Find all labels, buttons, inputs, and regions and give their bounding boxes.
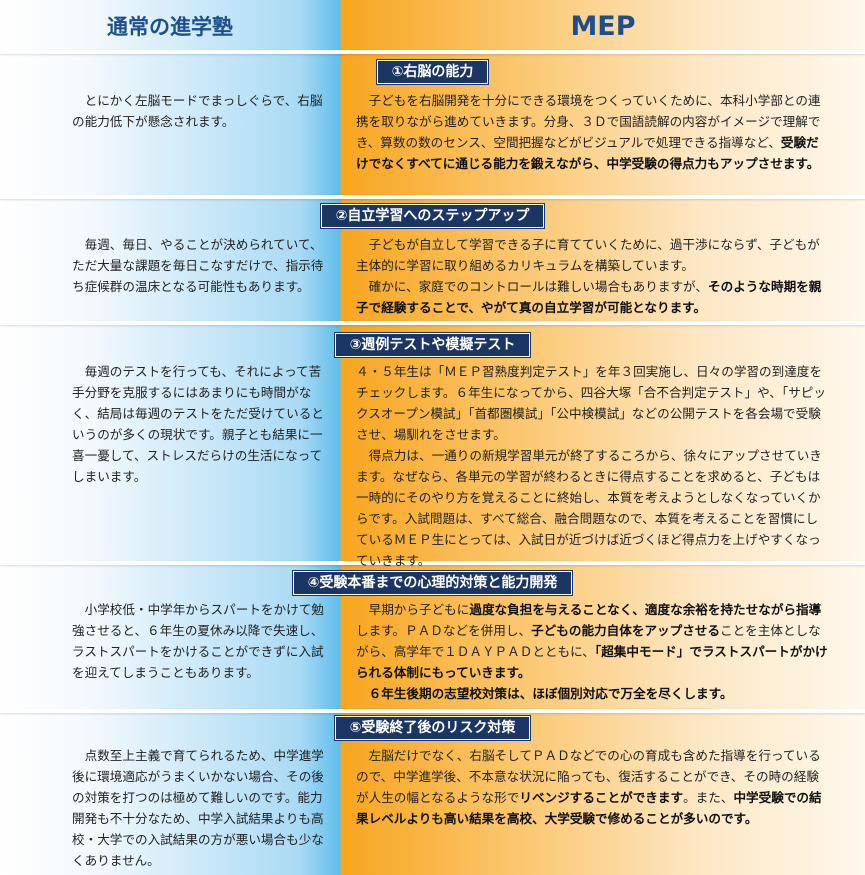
section-title: ⑤受験終了後のリスク対策 (333, 715, 532, 741)
paragraph: 点数至上主義で育てられるため、中学進学後に環境適応がうまくいかない場合、その後の… (72, 748, 324, 868)
paragraph: 子どもを右脳開発を十分にできる環境をつくっていくために、本科小学部との連携を取り… (356, 90, 828, 174)
paragraph: 得点力は、一通りの新規学習単元が終了するころから、徐々にアップさせていきます。な… (356, 445, 828, 571)
paragraph: 左脳だけでなく、右脳そしてＰＡＤなどでの心の育成も含めた指導を行っているので、中… (356, 745, 828, 829)
separator (0, 709, 865, 713)
section-title: ①右脳の能力 (375, 59, 490, 85)
bold-run: 受験だけでなくすべてに通じる能力を鍛えながら、中学受験の得点力もアップさせます。 (356, 135, 820, 171)
bold-run: ６年生後期の志望校対策は、ほぼ個別対応で万全を尽くします。 (368, 686, 733, 701)
text-run: 得点力は、一通りの新規学習単元が終了するころから、徐々にアップさせていきます。な… (356, 448, 822, 568)
mep-text: 左脳だけでなく、右脳そしてＰＡＤなどでの心の育成も含めた指導を行っているので、中… (356, 745, 828, 829)
text-run: 確かに、家庭でのコントロールは難しい場合もありますが、 (368, 279, 708, 294)
text-run: 子どもを右脳開発を十分にできる環境をつくっていくために、本科小学部との連携を取り… (356, 93, 821, 150)
section-banner: ②自立学習へのステップアップ (0, 203, 865, 229)
bold-run: 過度な負担を与えることなく、適度な余裕を持たせながら指導 (469, 602, 822, 617)
section-banner: ⑤受験終了後のリスク対策 (0, 715, 865, 741)
text-run: 早期から子どもに (368, 602, 470, 617)
header-right: MEP (570, 11, 636, 42)
separator (0, 561, 865, 565)
separator (0, 321, 865, 325)
mep-text: 子どもが自立して学習できる子に育てていくために、過干渉にならず、子どもが主体的に… (356, 234, 828, 318)
paragraph: 確かに、家庭でのコントロールは難しい場合もありますが、そのような時期を親子で経験… (356, 276, 828, 318)
paragraph: ４・５年生は「ＭＥＰ習熟度判定テスト」を年３回実施し、日々の学習の到達度をチェッ… (356, 361, 828, 445)
bold-run: そのような時期を親子で経験することで、やがて真の自立学習が可能となります。 (356, 279, 822, 315)
section-banner: ①右脳の能力 (0, 59, 865, 85)
section-title: ③週例テストや模擬テスト (333, 332, 532, 358)
mep-text: 子どもを右脳開発を十分にできる環境をつくっていくために、本科小学部との連携を取り… (356, 90, 828, 174)
mep-text: 早期から子どもに過度な負担を与えることなく、適度な余裕を持たせながら指導します。… (356, 599, 828, 704)
paragraph: とにかく左脳モードでまっしぐらで、右脳の能力低下が懸念されます。 (72, 93, 323, 129)
paragraph: 子どもが自立して学習できる子に育てていくために、過干渉にならず、子どもが主体的に… (356, 234, 828, 276)
normal-text: 点数至上主義で育てられるため、中学進学後に環境適応がうまくいかない場合、その後の… (72, 745, 330, 871)
text-run: 左脳だけでなく、右脳そしてＰＡＤなどでの心の育成も含めた指導を行っているので、中… (356, 748, 821, 805)
normal-text: 小学校低・中学年からスパートをかけて勉強させると、６年生の夏休み以降で失速し、ラ… (72, 599, 330, 683)
mep-text: ４・５年生は「ＭＥＰ習熟度判定テスト」を年３回実施し、日々の学習の到達度をチェッ… (356, 361, 828, 571)
normal-text: 毎週のテストを行っても、それによって苦手分野を克服するにはあまりにも時間がなく、… (72, 361, 330, 487)
section-title: ②自立学習へのステップアップ (319, 203, 546, 229)
normal-text: 毎週、毎日、やることが決められていて、ただ大量な課題を毎日こなすだけで、指示待ち… (72, 234, 330, 297)
text-run: 子どもが自立して学習できる子に育てていくために、過干渉にならず、子どもが主体的に… (356, 237, 820, 273)
text-run: 。また、 (683, 790, 734, 805)
bold-run: 子どもの能力自体をアップさせる (531, 623, 720, 638)
paragraph: 小学校低・中学年からスパートをかけて勉強させると、６年生の夏休み以降で失速し、ラ… (72, 602, 324, 680)
text-run: ことを主体としながら、高学年で１ＤＡＹＰＡＤとともに、 (356, 623, 821, 659)
separator (0, 195, 865, 199)
bold-run: 「超集中モード」でラストスパートがかけられる体制にもっていきます。 (356, 644, 828, 680)
separator (0, 50, 865, 54)
section-title: ④受験本番までの心理的対策と能力開発 (291, 570, 574, 596)
paragraph: 毎週、毎日、やることが決められていて、ただ大量な課題を毎日こなすだけで、指示待ち… (72, 237, 324, 294)
normal-text: とにかく左脳モードでまっしぐらで、右脳の能力低下が懸念されます。 (72, 90, 330, 132)
section-banner: ④受験本番までの心理的対策と能力開発 (0, 570, 865, 596)
header-left: 通常の進学塾 (107, 15, 233, 39)
paragraph: 早期から子どもに過度な負担を与えることなく、適度な余裕を持たせながら指導します。… (356, 599, 828, 683)
bold-run: 中学受験での結果レベルよりも高い結果を高校、大学受験で修めることが多いのです。 (356, 790, 822, 826)
paragraph: 毎週のテストを行っても、それによって苦手分野を克服するにはあまりにも時間がなく、… (72, 364, 324, 484)
bold-run: リベンジすることができます (519, 790, 684, 805)
section-banner: ③週例テストや模擬テスト (0, 332, 865, 358)
paragraph: ６年生後期の志望校対策は、ほぼ個別対応で万全を尽くします。 (356, 683, 828, 704)
text-run: します。ＰＡＤなどを併用し、 (356, 623, 532, 638)
text-run: ４・５年生は「ＭＥＰ習熟度判定テスト」を年３回実施し、日々の学習の到達度をチェッ… (356, 364, 826, 442)
